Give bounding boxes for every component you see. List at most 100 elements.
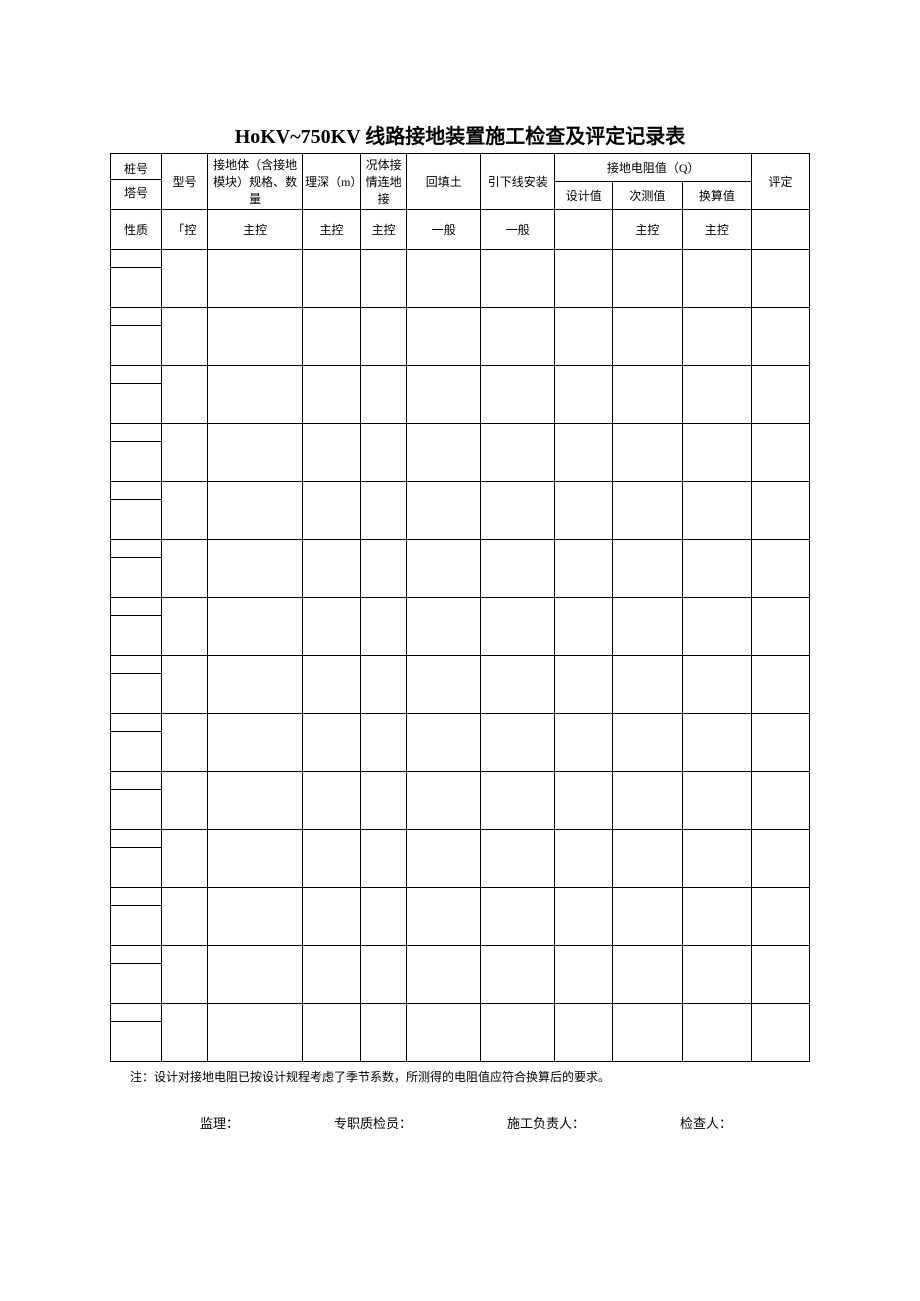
nature-c6: 一般 bbox=[407, 210, 481, 250]
header-backfill: 回填土 bbox=[407, 154, 481, 210]
table-cell bbox=[481, 308, 555, 366]
table-cell bbox=[682, 1004, 751, 1062]
header-connection: 况体接情连地接 bbox=[360, 154, 406, 210]
nature-c2: 「控 bbox=[161, 210, 207, 250]
table-cell bbox=[682, 366, 751, 424]
sign-checker: 检查人： bbox=[680, 1113, 732, 1132]
header-pile-no: 桩号 bbox=[111, 158, 161, 180]
table-row bbox=[111, 366, 810, 384]
table-cell bbox=[407, 250, 481, 308]
table-cell bbox=[111, 384, 162, 424]
table-cell bbox=[111, 772, 162, 790]
table-cell bbox=[111, 442, 162, 482]
table-cell bbox=[303, 540, 361, 598]
table-row bbox=[111, 656, 810, 674]
table-cell bbox=[613, 366, 682, 424]
table-cell bbox=[407, 946, 481, 1004]
table-cell bbox=[303, 714, 361, 772]
table-cell bbox=[111, 616, 162, 656]
table-cell bbox=[613, 656, 682, 714]
table-cell bbox=[360, 1004, 406, 1062]
nature-c10: 主控 bbox=[682, 210, 751, 250]
header-down-lead: 引下线安装 bbox=[481, 154, 555, 210]
table-cell bbox=[752, 598, 810, 656]
table-cell bbox=[481, 366, 555, 424]
table-cell bbox=[360, 946, 406, 1004]
table-cell bbox=[161, 888, 207, 946]
table-cell bbox=[481, 714, 555, 772]
table-row bbox=[111, 830, 810, 848]
table-row bbox=[111, 482, 810, 500]
table-cell bbox=[161, 308, 207, 366]
table-cell bbox=[303, 1004, 361, 1062]
table-cell bbox=[303, 366, 361, 424]
table-cell bbox=[303, 830, 361, 888]
table-row bbox=[111, 598, 810, 616]
table-cell bbox=[111, 598, 162, 616]
table-cell bbox=[555, 656, 613, 714]
table-cell bbox=[360, 482, 406, 540]
table-cell bbox=[303, 424, 361, 482]
table-cell bbox=[303, 598, 361, 656]
table-cell bbox=[752, 1004, 810, 1062]
table-cell bbox=[407, 772, 481, 830]
table-cell bbox=[161, 482, 207, 540]
table-cell bbox=[111, 964, 162, 1004]
table-header-row-1: 桩号 塔号 型号 接地体（含接地模块）规格、数量 理深（m） 况体接情连地接 回… bbox=[111, 154, 810, 182]
table-cell bbox=[481, 830, 555, 888]
table-cell bbox=[111, 558, 162, 598]
table-cell bbox=[111, 326, 162, 366]
table-cell bbox=[613, 482, 682, 540]
table-cell bbox=[407, 540, 481, 598]
table-cell bbox=[555, 714, 613, 772]
table-cell bbox=[208, 482, 303, 540]
table-cell bbox=[613, 250, 682, 308]
sign-supervisor: 监理： bbox=[200, 1113, 239, 1132]
table-cell bbox=[303, 250, 361, 308]
header-design-value: 设计值 bbox=[555, 182, 613, 210]
table-cell bbox=[208, 366, 303, 424]
table-cell bbox=[111, 830, 162, 848]
header-depth: 理深（m） bbox=[303, 154, 361, 210]
table-cell bbox=[682, 540, 751, 598]
table-cell bbox=[682, 772, 751, 830]
table-cell bbox=[481, 482, 555, 540]
table-row bbox=[111, 714, 810, 732]
table-cell bbox=[111, 424, 162, 442]
table-cell bbox=[682, 714, 751, 772]
table-cell bbox=[752, 830, 810, 888]
table-row bbox=[111, 772, 810, 790]
header-pile-tower: 桩号 塔号 bbox=[111, 154, 162, 210]
table-cell bbox=[208, 250, 303, 308]
inspection-table: 桩号 塔号 型号 接地体（含接地模块）规格、数量 理深（m） 况体接情连地接 回… bbox=[110, 153, 810, 1062]
table-cell bbox=[481, 424, 555, 482]
table-cell bbox=[555, 772, 613, 830]
table-cell bbox=[613, 1004, 682, 1062]
signature-row: 监理： 专职质检员： 施工负责人： 检查人： bbox=[110, 1113, 810, 1132]
table-cell bbox=[752, 540, 810, 598]
table-cell bbox=[613, 308, 682, 366]
table-cell bbox=[208, 946, 303, 1004]
table-cell bbox=[208, 772, 303, 830]
table-cell bbox=[407, 598, 481, 656]
table-cell bbox=[111, 482, 162, 500]
table-row bbox=[111, 1004, 810, 1022]
table-cell bbox=[555, 946, 613, 1004]
header-resistance-group: 接地电阻值（Q） bbox=[555, 154, 752, 182]
table-cell bbox=[161, 1004, 207, 1062]
table-cell bbox=[555, 424, 613, 482]
nature-c9: 主控 bbox=[613, 210, 682, 250]
nature-c4: 主控 bbox=[303, 210, 361, 250]
table-cell bbox=[481, 888, 555, 946]
table-cell bbox=[682, 482, 751, 540]
table-cell bbox=[111, 540, 162, 558]
table-cell bbox=[111, 656, 162, 674]
sign-inspector: 专职质检员： bbox=[334, 1113, 412, 1132]
table-cell bbox=[360, 830, 406, 888]
table-cell bbox=[360, 366, 406, 424]
table-cell bbox=[303, 308, 361, 366]
table-cell bbox=[481, 598, 555, 656]
table-cell bbox=[682, 888, 751, 946]
table-cell bbox=[303, 482, 361, 540]
header-tower-no: 塔号 bbox=[111, 180, 161, 206]
